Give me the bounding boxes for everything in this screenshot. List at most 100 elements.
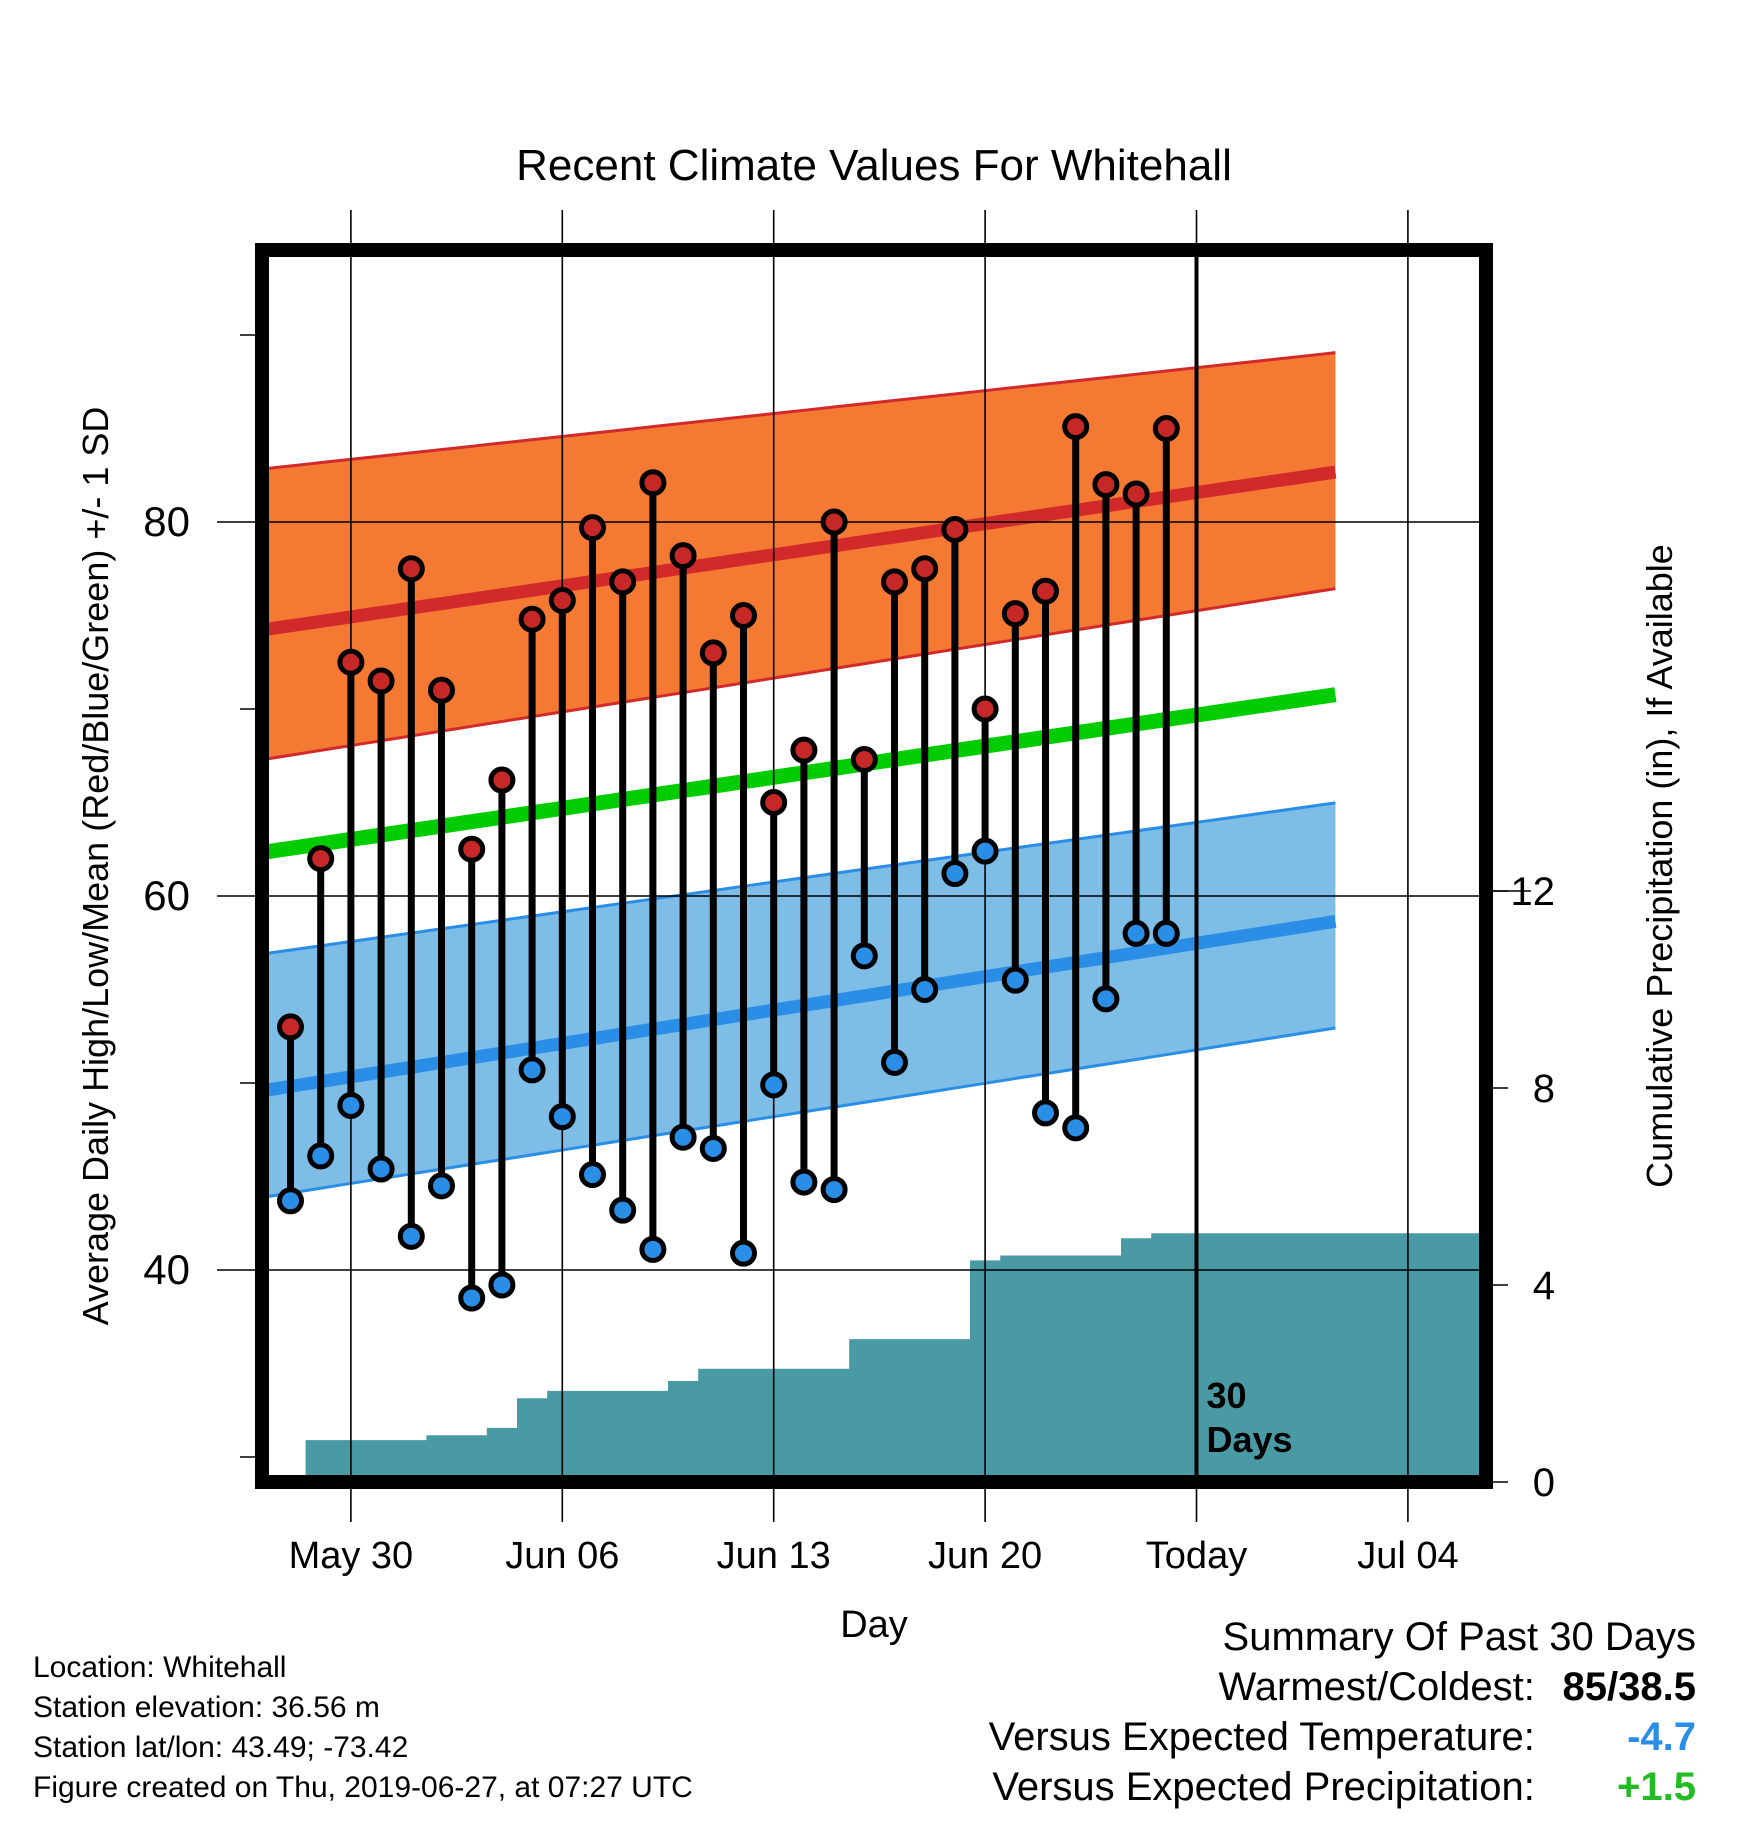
obs-low-marker	[941, 860, 969, 888]
obs-low-marker	[790, 1168, 818, 1196]
obs-low-marker	[518, 1056, 546, 1084]
temp-anomaly-label: Versus Expected Temperature:	[988, 1715, 1535, 1759]
obs-high-marker	[1092, 471, 1120, 499]
x-tick-label: Jun 13	[717, 1535, 831, 1577]
x-axis-label: Day	[840, 1604, 908, 1646]
y2-tick-label: 0	[1533, 1461, 1555, 1505]
created-text: Figure created on Thu, 2019-06-27, at 07…	[33, 1771, 693, 1804]
obs-low-marker	[669, 1123, 697, 1151]
obs-high-marker	[307, 845, 335, 873]
today-annotation-text: Days	[1207, 1419, 1293, 1460]
obs-high-marker	[1032, 577, 1059, 605]
obs-low-marker	[1001, 966, 1029, 994]
obs-low-marker	[428, 1172, 455, 1200]
obs-low-marker	[730, 1239, 757, 1267]
obs-high-marker	[820, 508, 848, 536]
precip-area	[262, 1233, 1486, 1482]
x-tick-label: Today	[1146, 1535, 1247, 1577]
obs-low-marker	[277, 1187, 304, 1215]
obs-low-marker	[911, 976, 939, 1003]
obs-low-marker	[367, 1155, 395, 1183]
today-annotation-text: 30	[1207, 1375, 1247, 1416]
obs-high-marker	[730, 602, 757, 629]
y2-tick-label: 8	[1533, 1067, 1555, 1111]
location-text: Location: Whitehall	[33, 1651, 287, 1684]
warmest-coldest-label: Warmest/Coldest:	[1218, 1665, 1535, 1709]
obs-high-marker	[881, 568, 908, 596]
high-sd-upper-line	[262, 351, 1336, 471]
obs-low-marker	[397, 1222, 425, 1250]
y-tick-label: 80	[143, 498, 190, 545]
obs-high-marker	[639, 469, 667, 497]
warmest-coldest-value: 85/38.5	[1562, 1665, 1696, 1709]
plot-frame	[255, 243, 1493, 1489]
precip-anomaly-row: Versus Expected Precipitation: +1.5	[989, 1762, 1696, 1812]
obs-low-marker	[488, 1271, 516, 1299]
obs-low-marker	[609, 1196, 637, 1224]
elevation-text: Station elevation: 36.56 m	[33, 1691, 380, 1724]
y2-tick-label: 12	[1511, 870, 1556, 914]
latlon-text: Station lat/lon: 43.49; -73.42	[33, 1731, 409, 1764]
obs-high-marker	[850, 745, 878, 773]
obs-high-marker	[367, 667, 395, 695]
obs-high-marker	[699, 639, 727, 667]
obs-low-marker	[820, 1176, 848, 1204]
x-tick-label: Jul 04	[1357, 1535, 1458, 1577]
obs-high-marker	[1001, 600, 1029, 628]
x-tick-label: May 30	[289, 1535, 414, 1577]
x-tick-label: Jun 06	[505, 1535, 619, 1577]
obs-low-marker	[307, 1142, 335, 1170]
summary-heading: Summary Of Past 30 Days	[1222, 1615, 1696, 1659]
obs-high-marker	[397, 555, 425, 583]
obs-high-marker	[941, 515, 969, 543]
obs-high-marker	[277, 1013, 304, 1041]
obs-low-marker	[1062, 1114, 1090, 1142]
obs-low-marker	[1032, 1099, 1059, 1127]
obs-low-marker	[1092, 985, 1120, 1013]
precip-anomaly-value: +1.5	[1617, 1765, 1696, 1809]
obs-high-marker	[609, 568, 637, 596]
y2-axis-label: Cumulative Precipitation (in), If Availa…	[1639, 544, 1680, 1188]
obs-low-marker	[548, 1103, 576, 1131]
obs-high-marker	[428, 676, 455, 704]
station-info: Location: Whitehall Station elevation: 3…	[33, 1648, 693, 1808]
obs-high-marker	[760, 789, 788, 816]
obs-low-marker	[850, 942, 878, 970]
obs-high-marker	[971, 695, 999, 723]
obs-low-marker	[458, 1284, 486, 1312]
y-tick-label: 60	[143, 872, 190, 919]
obs-high-marker	[669, 542, 697, 570]
obs-low-marker	[881, 1048, 908, 1076]
obs-high-marker	[579, 514, 606, 542]
obs-low-marker	[699, 1134, 727, 1162]
warmest-coldest-row: Warmest/Coldest: 85/38.5	[989, 1662, 1697, 1712]
obs-low-marker	[971, 837, 999, 865]
y-tick-label: 40	[143, 1246, 190, 1293]
obs-low-marker	[1122, 919, 1150, 947]
temp-anomaly-value: -4.7	[1627, 1715, 1696, 1759]
obs-low-marker	[337, 1091, 365, 1119]
obs-low-marker	[579, 1161, 606, 1189]
x-tick-label: Jun 20	[928, 1535, 1042, 1577]
precip-anomaly-label: Versus Expected Precipitation:	[992, 1765, 1535, 1809]
obs-low-marker	[1152, 919, 1180, 947]
obs-high-marker	[458, 835, 486, 863]
obs-high-marker	[790, 736, 818, 764]
obs-high-marker	[911, 555, 939, 583]
obs-low-marker	[639, 1235, 667, 1263]
y-axis-label: Average Daily High/Low/Mean (Red/Blue/Gr…	[75, 407, 116, 1326]
obs-low-marker	[760, 1071, 788, 1099]
obs-high-marker	[488, 766, 516, 794]
obs-high-marker	[337, 648, 365, 676]
temp-anomaly-row: Versus Expected Temperature: -4.7	[989, 1712, 1696, 1762]
obs-high-marker	[1062, 413, 1090, 441]
obs-high-marker	[518, 605, 546, 633]
chart-title: Recent Climate Values For Whitehall	[516, 141, 1232, 190]
obs-high-marker	[548, 587, 576, 615]
obs-high-marker	[1122, 480, 1150, 508]
y2-tick-label: 4	[1533, 1264, 1555, 1308]
obs-high-marker	[1152, 415, 1180, 442]
summary-panel: Summary Of Past 30 Days Warmest/Coldest:…	[989, 1612, 1696, 1812]
